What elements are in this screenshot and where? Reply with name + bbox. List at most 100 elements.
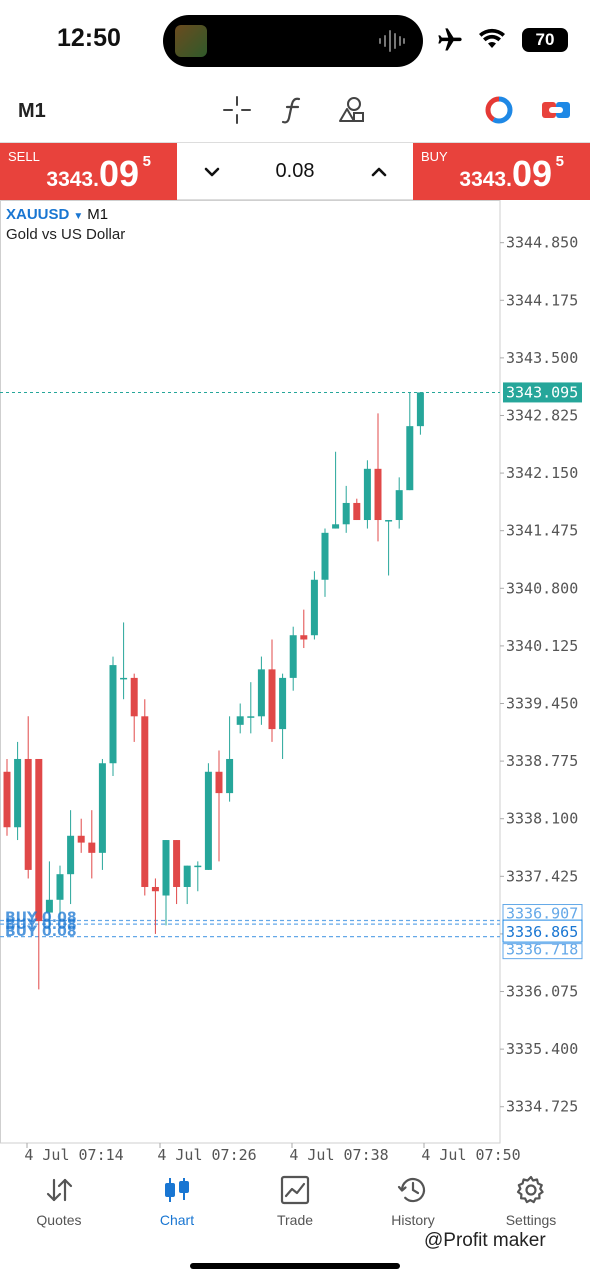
chevron-up-icon[interactable] bbox=[364, 157, 394, 187]
sell-price-small: 3343. bbox=[46, 168, 99, 191]
candle-bearish bbox=[173, 840, 181, 887]
candle-bearish bbox=[374, 468, 382, 521]
candle-bullish bbox=[120, 677, 128, 680]
buy-button[interactable]: BUY 3343.09 5 bbox=[413, 143, 590, 200]
color-wheel-icon[interactable] bbox=[483, 94, 515, 126]
candle-bearish bbox=[130, 677, 138, 717]
y-tick-label: 3344.175 bbox=[506, 291, 578, 309]
audio-wave-icon bbox=[379, 30, 405, 52]
y-tick-label: 3342.150 bbox=[506, 464, 578, 482]
battery-indicator: 70 bbox=[522, 28, 568, 52]
bottom-navigation: Quotes Chart Trade History bbox=[0, 1170, 590, 1280]
candle-bearish bbox=[35, 758, 43, 922]
candle-bullish bbox=[342, 502, 350, 525]
symbol-header[interactable]: XAUUSD ▼ M1 bbox=[6, 206, 108, 223]
sell-price: 3343.09 5 bbox=[46, 153, 151, 195]
buy-position-marker: BUY 0.08 bbox=[5, 910, 77, 926]
x-tick-label: 4 Jul 07:14 bbox=[24, 1146, 123, 1164]
position-label-1: 3336.907 bbox=[506, 905, 578, 923]
dropdown-triangle-icon: ▼ bbox=[73, 211, 84, 222]
candle-bearish bbox=[77, 835, 85, 843]
status-icons: 70 bbox=[428, 26, 568, 56]
candle-bullish bbox=[416, 392, 424, 427]
candle-bullish bbox=[257, 669, 265, 717]
sell-price-sup: 5 bbox=[142, 153, 151, 170]
candle-bearish bbox=[141, 716, 149, 887]
position-label-2: 3336.865 bbox=[506, 923, 578, 941]
y-tick-label: 3344.850 bbox=[506, 234, 578, 252]
candle-bearish bbox=[151, 886, 159, 892]
candle-bearish bbox=[268, 669, 276, 730]
candle-bullish bbox=[45, 899, 53, 913]
trade-toggle-icon[interactable] bbox=[540, 94, 572, 126]
candle-bullish bbox=[109, 665, 117, 764]
y-tick-label: 3338.775 bbox=[506, 752, 578, 770]
status-bar: 12:50 70 bbox=[0, 0, 590, 80]
chart-area[interactable]: 3344.850 3344.175 3343.500 3342.825 3342.150… bbox=[0, 200, 590, 1170]
candle-bullish bbox=[204, 771, 212, 870]
function-icon[interactable] bbox=[278, 94, 310, 126]
buy-price-small: 3343. bbox=[459, 168, 512, 191]
plot-frame bbox=[0, 200, 501, 1144]
y-tick-label: 3339.450 bbox=[506, 695, 578, 713]
candle-bearish bbox=[300, 635, 308, 640]
y-tick-label: 3336.075 bbox=[506, 983, 578, 1001]
timeframe-selector[interactable]: M1 bbox=[18, 100, 46, 122]
wifi-icon bbox=[479, 28, 505, 48]
candle-bullish bbox=[332, 524, 340, 529]
candle-bullish bbox=[289, 635, 297, 678]
candle-bullish bbox=[321, 532, 329, 580]
nav-label-history: History bbox=[391, 1212, 435, 1228]
home-indicator bbox=[190, 1263, 400, 1269]
sell-price-big: 09 bbox=[98, 153, 139, 194]
volume-input[interactable]: 0.08 bbox=[275, 160, 315, 182]
buy-label: BUY bbox=[421, 149, 448, 164]
candle-bullish bbox=[395, 490, 403, 521]
y-tick-label: 3340.125 bbox=[506, 637, 578, 655]
position-tag-bg-2 bbox=[502, 919, 583, 943]
y-tick-label: 3343.500 bbox=[506, 349, 578, 367]
candle-bullish bbox=[226, 758, 234, 794]
buy-position-marker: BUY 0.08 bbox=[5, 924, 77, 940]
candlestick-chart[interactable]: 3344.850 3344.175 3343.500 3342.825 3342.150… bbox=[0, 200, 590, 1170]
current-price-tag bbox=[503, 382, 582, 403]
now-playing-thumbnail bbox=[175, 25, 207, 57]
candle-bullish bbox=[67, 835, 75, 875]
nav-history[interactable]: History bbox=[363, 1174, 463, 1234]
y-tick-label: 3340.800 bbox=[506, 579, 578, 597]
trade-chart-icon bbox=[280, 1175, 310, 1205]
nav-label-quotes: Quotes bbox=[36, 1212, 82, 1228]
candle-bullish bbox=[363, 468, 371, 521]
x-tick-label: 4 Jul 07:26 bbox=[157, 1146, 256, 1164]
candle-bearish bbox=[88, 842, 96, 853]
chart-timeframe: M1 bbox=[87, 206, 109, 223]
quotes-arrows-icon bbox=[46, 1178, 73, 1202]
objects-icon[interactable] bbox=[336, 94, 368, 126]
symbol-name: XAUUSD bbox=[6, 206, 70, 223]
crosshair-icon[interactable] bbox=[221, 94, 253, 126]
chevron-down-icon[interactable] bbox=[197, 157, 227, 187]
position-tag-bg-3 bbox=[502, 943, 583, 960]
status-time: 12:50 bbox=[57, 24, 121, 52]
candle-bullish bbox=[385, 520, 393, 522]
buy-price-big: 09 bbox=[511, 153, 552, 194]
candle-bullish bbox=[14, 758, 22, 828]
nav-trade[interactable]: Trade bbox=[245, 1174, 345, 1234]
buy-price: 3343.09 5 bbox=[459, 153, 564, 195]
candle-bullish bbox=[194, 865, 202, 868]
candle-bullish bbox=[406, 426, 414, 491]
candle-bullish bbox=[310, 579, 318, 636]
y-tick-label: 3335.400 bbox=[506, 1040, 578, 1058]
nav-settings[interactable]: Settings bbox=[481, 1174, 581, 1234]
watermark: @Profit maker bbox=[424, 1230, 546, 1251]
candle-bearish bbox=[353, 502, 361, 521]
sell-label: SELL bbox=[8, 149, 40, 164]
volume-control: 0.08 bbox=[177, 143, 413, 200]
position-label-3: 3336.718 bbox=[506, 941, 578, 959]
nav-label-chart: Chart bbox=[159, 1212, 195, 1228]
airplane-icon bbox=[438, 28, 462, 51]
nav-quotes[interactable]: Quotes bbox=[9, 1174, 109, 1234]
nav-chart[interactable]: Chart bbox=[127, 1174, 227, 1234]
sell-button[interactable]: SELL 3343.09 5 bbox=[0, 143, 177, 200]
nav-label-settings: Settings bbox=[505, 1212, 557, 1228]
